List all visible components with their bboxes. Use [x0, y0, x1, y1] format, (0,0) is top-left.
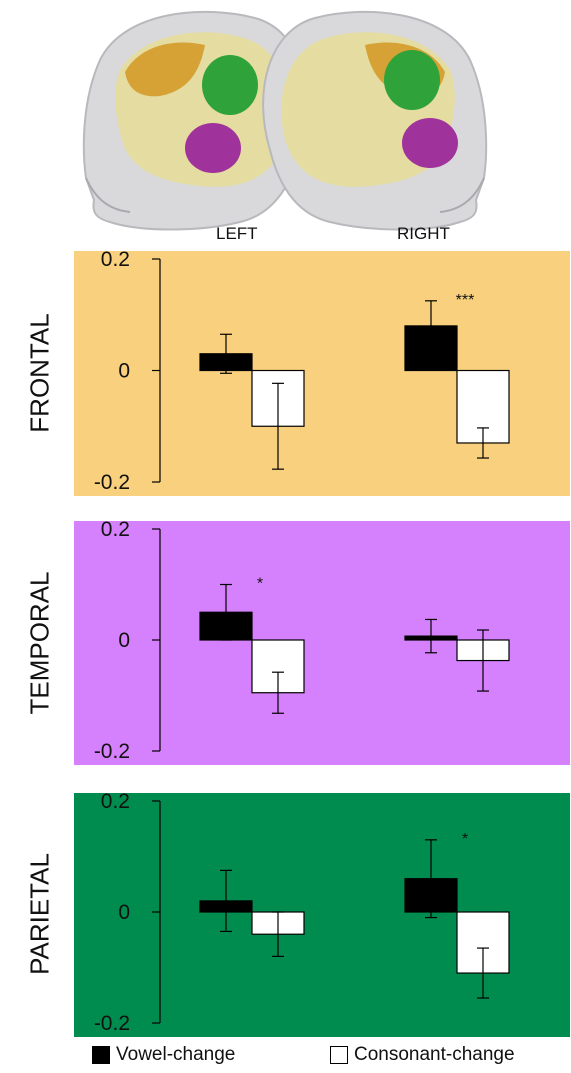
- frontal-row-label: FRONTAL: [24, 313, 55, 433]
- significance-marker: ***: [456, 292, 475, 309]
- y-tick-label: 0: [118, 901, 130, 924]
- legend-swatch-consonant: [330, 1046, 348, 1064]
- right-hemisphere-image: [262, 10, 488, 231]
- temporal-chart: 0.2 0 -0.2 *: [74, 521, 570, 765]
- legend-label-vowel: Vowel-change: [116, 1044, 236, 1065]
- y-tick-label: -0.2: [94, 1012, 130, 1035]
- left-hemisphere-image: [82, 10, 308, 231]
- legend: Vowel-change Consonant-change: [92, 1044, 571, 1070]
- significance-marker: *: [462, 831, 468, 848]
- y-tick-label: 0.2: [101, 521, 130, 541]
- hemisphere-label-left: LEFT: [216, 224, 258, 243]
- hemisphere-label-right: RIGHT: [397, 224, 450, 243]
- significance-marker: *: [257, 576, 263, 593]
- y-tick-label: -0.2: [94, 740, 130, 763]
- temporal-row-label: TEMPORAL: [24, 571, 55, 715]
- y-tick-label: -0.2: [94, 471, 130, 494]
- legend-item-vowel: Vowel-change: [92, 1044, 235, 1066]
- parietal-row-label: PARIETAL: [24, 853, 55, 975]
- y-tick-label: 0: [118, 360, 130, 383]
- legend-swatch-vowel: [92, 1046, 110, 1064]
- temporal-chart-panel: 0.2 0 -0.2 *: [74, 521, 570, 765]
- parietal-chart-panel: 0.2 0 -0.2 *: [74, 793, 570, 1037]
- y-tick-label: 0.2: [101, 793, 130, 813]
- y-tick-label: 0.2: [101, 251, 130, 271]
- brain-illustration: [82, 10, 488, 231]
- legend-label-consonant: Consonant-change: [354, 1044, 515, 1065]
- y-tick-label: 0: [118, 629, 130, 652]
- frontal-chart-panel: 0.2 0 -0.2 ***: [74, 251, 570, 496]
- legend-item-consonant: Consonant-change: [330, 1044, 515, 1066]
- parietal-chart: 0.2 0 -0.2 *: [74, 793, 570, 1037]
- frontal-chart: 0.2 0 -0.2 ***: [74, 251, 570, 496]
